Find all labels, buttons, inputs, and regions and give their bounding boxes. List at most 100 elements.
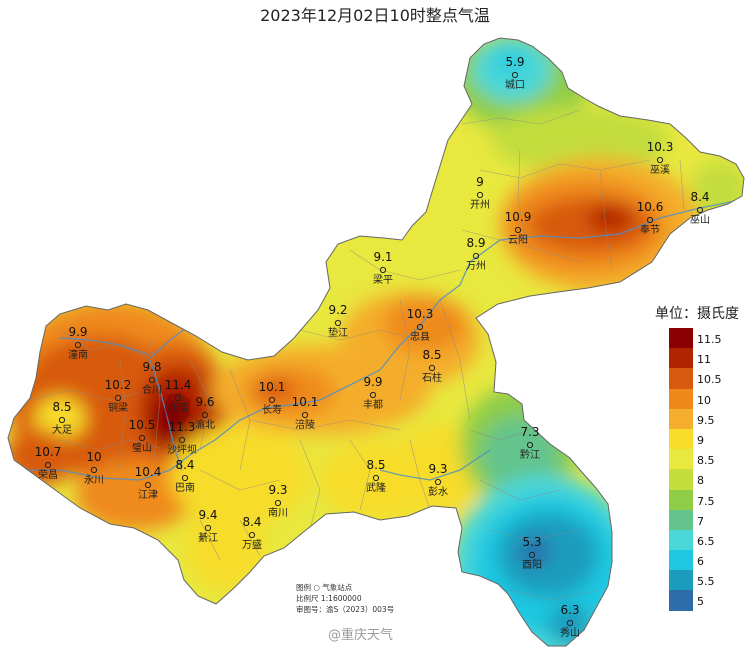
station-name: 梁平 bbox=[373, 273, 393, 286]
station-marker bbox=[58, 416, 66, 424]
station-name: 沙坪坝 bbox=[167, 443, 197, 456]
station-1: 5.9 城口 bbox=[505, 55, 525, 91]
station-marker bbox=[372, 474, 380, 482]
station-11: 8.5 石柱 bbox=[422, 348, 442, 384]
station-value: 10.3 bbox=[647, 140, 674, 154]
station-value: 10 bbox=[86, 450, 101, 464]
station-7: 8.9 万州 bbox=[466, 236, 486, 272]
station-name: 大足 bbox=[52, 423, 72, 436]
legend-label: 7 bbox=[697, 514, 704, 528]
station-name: 北碚 bbox=[168, 401, 188, 414]
station-marker bbox=[301, 411, 309, 419]
legend-label: 5.5 bbox=[697, 575, 715, 589]
station-value: 5.3 bbox=[522, 535, 541, 549]
legend-swatch bbox=[669, 489, 693, 510]
station-name: 渝北 bbox=[195, 418, 215, 431]
station-2: 10.3 巫溪 bbox=[647, 140, 674, 176]
station-name: 云阳 bbox=[508, 234, 528, 246]
station-value: 9.6 bbox=[195, 395, 214, 409]
station-24: 10 永川 bbox=[84, 450, 104, 486]
station-34: 6.3 秀山 bbox=[560, 603, 580, 639]
station-26: 8.4 巴南 bbox=[175, 458, 195, 494]
station-marker bbox=[204, 524, 212, 532]
map-notes: 图例 ○ 气象站点 比例尺 1:1600000 审图号：渝S（2023）003号 bbox=[296, 582, 394, 615]
station-value: 9.8 bbox=[142, 360, 161, 374]
station-name: 巫溪 bbox=[650, 164, 670, 176]
station-name: 綦江 bbox=[198, 531, 218, 544]
station-name: 秀山 bbox=[560, 627, 580, 639]
station-value: 10.4 bbox=[135, 465, 162, 479]
legend-label: 10.5 bbox=[697, 373, 722, 387]
station-30: 7.3 黔江 bbox=[520, 425, 540, 461]
station-marker bbox=[379, 266, 387, 274]
station-name: 巫山 bbox=[690, 214, 710, 226]
legend-swatch bbox=[669, 509, 693, 530]
scale-note: 比例尺 1:1600000 bbox=[296, 594, 362, 603]
station-value: 8.4 bbox=[242, 515, 261, 529]
legend-swatch bbox=[669, 348, 693, 369]
station-25: 10.4 江津 bbox=[135, 465, 162, 501]
station-5: 10.6 奉节 bbox=[637, 200, 664, 236]
station-23: 10.7 荣昌 bbox=[35, 445, 62, 481]
station-marker bbox=[334, 319, 342, 327]
station-marker bbox=[114, 394, 122, 402]
legend-swatch bbox=[669, 408, 693, 429]
station-value: 8.4 bbox=[690, 190, 709, 204]
station-marker bbox=[476, 191, 484, 199]
weibo-watermark: @重庆天气 bbox=[328, 628, 394, 643]
legend-swatch bbox=[669, 570, 693, 591]
station-marker bbox=[514, 226, 522, 234]
station-value: 10.3 bbox=[407, 307, 434, 321]
station-marker bbox=[74, 341, 82, 349]
station-value: 10.1 bbox=[259, 380, 286, 394]
station-value: 5.9 bbox=[505, 55, 524, 69]
legend-label: 7.5 bbox=[697, 494, 715, 508]
station-name: 潼南 bbox=[68, 348, 88, 361]
station-21: 10.1 涪陵 bbox=[292, 395, 319, 431]
station-10: 10.3 忠县 bbox=[407, 307, 434, 343]
chongqing-boundary bbox=[7, 37, 745, 647]
station-name: 黔江 bbox=[520, 448, 540, 461]
station-value: 10.9 bbox=[505, 210, 532, 224]
station-marker bbox=[201, 411, 209, 419]
station-27: 9.3 南川 bbox=[268, 483, 288, 519]
station-name: 武隆 bbox=[366, 481, 386, 494]
station-name: 石柱 bbox=[422, 371, 442, 384]
station-20: 10.1 长寿 bbox=[259, 380, 286, 416]
station-name: 永川 bbox=[84, 473, 104, 486]
station-marker bbox=[511, 71, 519, 79]
station-name: 奉节 bbox=[640, 223, 660, 236]
station-name: 万州 bbox=[466, 260, 486, 272]
station-22: 9.9 丰都 bbox=[363, 375, 383, 411]
legend-label: 9.5 bbox=[697, 413, 715, 427]
station-name: 南川 bbox=[268, 506, 288, 519]
station-marker bbox=[696, 206, 704, 214]
station-17: 9.6 渝北 bbox=[195, 395, 215, 431]
station-9: 9.2 垫江 bbox=[328, 303, 348, 339]
station-marker bbox=[528, 551, 536, 559]
station-name: 忠县 bbox=[410, 331, 430, 343]
station-marker bbox=[369, 391, 377, 399]
station-value: 10.1 bbox=[292, 395, 319, 409]
station-marker bbox=[181, 474, 189, 482]
station-name: 垫江 bbox=[328, 326, 348, 339]
station-name: 江津 bbox=[138, 489, 158, 501]
station-value: 8.5 bbox=[422, 348, 441, 362]
station-marker bbox=[148, 376, 156, 384]
legend-label: 9 bbox=[697, 433, 704, 447]
station-29: 9.3 彭水 bbox=[428, 462, 448, 498]
station-31: 9.4 綦江 bbox=[198, 508, 218, 544]
station-value: 9.3 bbox=[268, 483, 287, 497]
legend-swatch bbox=[669, 388, 693, 409]
legend-swatch bbox=[669, 469, 693, 490]
station-name: 铜梁 bbox=[108, 401, 128, 414]
station-13: 9.8 合川 bbox=[142, 360, 162, 396]
legend-label: 11.5 bbox=[697, 333, 722, 346]
legend-swatch bbox=[669, 428, 693, 450]
map-title: 2023年12月02日10时整点气温 bbox=[260, 6, 490, 25]
station-marker bbox=[174, 394, 182, 402]
station-18: 10.5 璧山 bbox=[129, 418, 156, 454]
station-value: 11.4 bbox=[165, 378, 192, 392]
